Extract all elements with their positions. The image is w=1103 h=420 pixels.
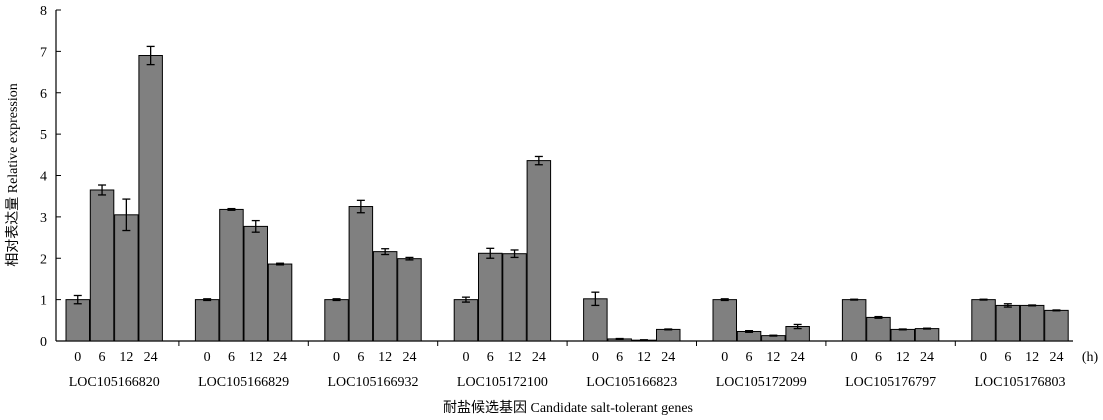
- bar: [114, 214, 139, 342]
- time-tick-label: 6: [99, 350, 106, 365]
- y-axis-label: 相对表达量 Relative expression: [5, 83, 21, 267]
- group-label: LOC105176797: [845, 375, 936, 390]
- time-tick-label: 24: [402, 350, 416, 365]
- bar: [478, 252, 503, 342]
- group-label: LOC105166932: [328, 375, 419, 390]
- bar: [372, 251, 398, 342]
- bar: [453, 299, 479, 342]
- time-tick-label: 6: [357, 350, 364, 365]
- bar: [138, 55, 163, 342]
- bar: [502, 253, 527, 342]
- time-tick-label: 0: [462, 350, 469, 365]
- group-label: LOC105166823: [586, 375, 677, 390]
- time-tick-label: 0: [333, 350, 340, 365]
- y-tick-label: 7: [40, 45, 47, 60]
- time-tick-label: 6: [487, 350, 494, 365]
- time-tick-label: 6: [746, 350, 753, 365]
- x-axis-label: 耐盐候选基因 Candidate salt-tolerant genes: [443, 399, 693, 416]
- bar: [324, 299, 349, 342]
- time-tick-label: 24: [144, 350, 158, 365]
- time-tick-label: 6: [875, 350, 882, 365]
- time-tick-label: 6: [1004, 350, 1011, 365]
- time-tick-label: 12: [766, 350, 780, 365]
- bar: [348, 206, 374, 342]
- bars: [65, 45, 1069, 342]
- y-tick-label: 2: [40, 252, 47, 267]
- y-tick-label: 8: [40, 4, 47, 19]
- bar: [995, 304, 1021, 342]
- bar: [841, 299, 867, 342]
- y-tick-label: 5: [40, 128, 47, 143]
- bar: [194, 299, 220, 342]
- time-tick-label: 24: [661, 350, 675, 365]
- time-tick-label: 6: [616, 350, 623, 365]
- time-tick-label: 0: [851, 350, 858, 365]
- time-tick-label: 12: [119, 350, 133, 365]
- time-tick-label: 12: [378, 350, 392, 365]
- y-tick-label: 0: [40, 335, 47, 350]
- time-tick-label: 12: [249, 350, 263, 365]
- time-unit-label: (h): [1082, 350, 1099, 365]
- time-tick-label: 0: [204, 350, 211, 365]
- time-tick-label: 12: [637, 350, 651, 365]
- time-tick-label: 24: [791, 350, 805, 365]
- bar: [656, 328, 681, 342]
- group-label: LOC105166829: [198, 375, 289, 390]
- bar: [526, 160, 552, 342]
- time-tick-label: 24: [532, 350, 546, 365]
- time-tick-label: 24: [1049, 350, 1063, 365]
- bar: [89, 189, 115, 342]
- time-tick-label: 12: [508, 350, 522, 365]
- bar: [267, 263, 293, 342]
- time-tick-label: 0: [980, 350, 987, 365]
- y-tick-label: 3: [40, 211, 47, 226]
- y-tick-label: 1: [40, 294, 47, 309]
- time-tick-label: 0: [721, 350, 728, 365]
- bar: [914, 328, 940, 342]
- y-tick-label: 6: [40, 87, 47, 102]
- time-tick-label: 0: [592, 350, 599, 365]
- group-label: LOC105176803: [975, 375, 1066, 390]
- bar: [1019, 304, 1045, 342]
- axes: [55, 9, 1073, 346]
- time-tick-label: 12: [1025, 350, 1039, 365]
- bar: [397, 258, 422, 342]
- group-label: LOC105166820: [69, 375, 160, 390]
- time-tick-label: 24: [273, 350, 287, 365]
- bar: [65, 299, 90, 342]
- group-label: LOC105172100: [457, 375, 548, 390]
- time-tick-label: 12: [896, 350, 910, 365]
- bar: [890, 328, 915, 342]
- bar: [243, 225, 268, 342]
- bar: [1044, 309, 1069, 342]
- bar: [971, 299, 996, 342]
- bar: [866, 316, 891, 342]
- time-tick-label: 0: [74, 350, 81, 365]
- time-tick-label: 24: [920, 350, 934, 365]
- time-tick-label: 6: [228, 350, 235, 365]
- group-label: LOC105172099: [716, 375, 807, 390]
- bar: [712, 299, 737, 342]
- y-tick-label: 4: [40, 170, 47, 185]
- bar: [219, 208, 244, 342]
